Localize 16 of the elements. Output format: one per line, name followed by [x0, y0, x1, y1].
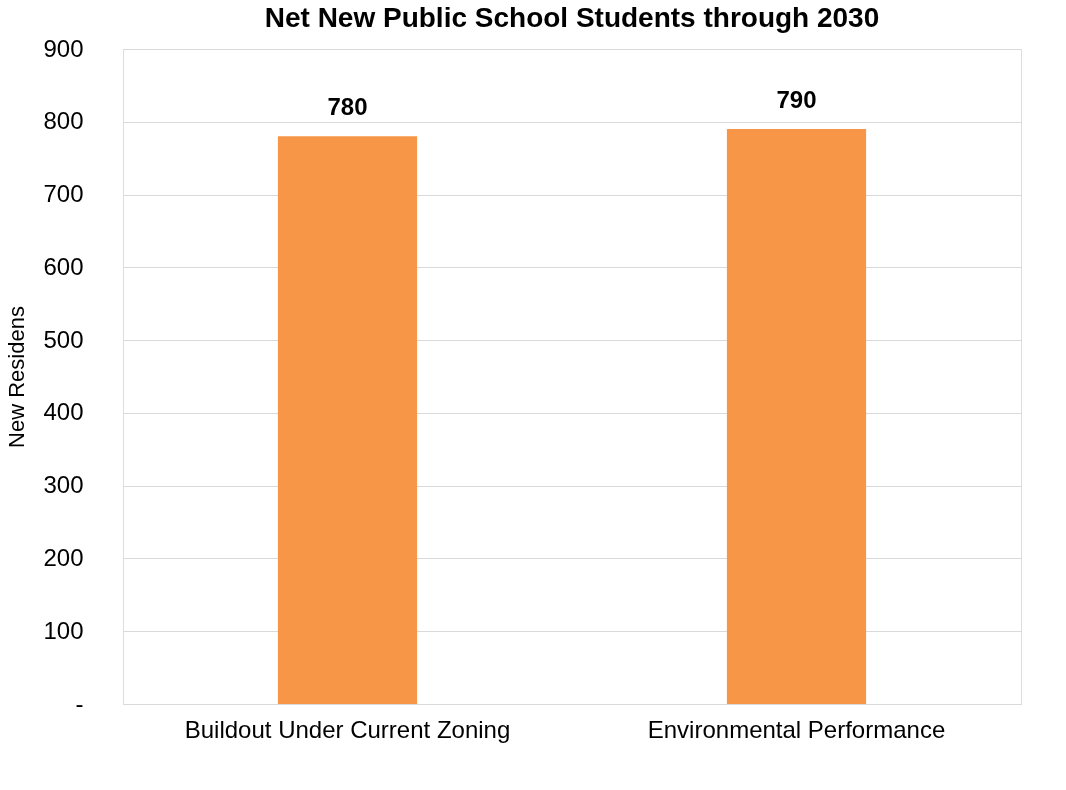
y-tick-label: 700 [43, 180, 84, 208]
y-tick-label: 100 [43, 616, 84, 644]
y-tick-label: 200 [43, 543, 84, 571]
y-tick-label: 900 [43, 34, 84, 62]
data-label: 780 [327, 93, 368, 121]
y-axis-title: New Residens [4, 306, 30, 448]
y-tick-label: - [75, 689, 84, 717]
y-tick-label: 400 [43, 398, 84, 426]
y-tick-label: 600 [43, 252, 84, 280]
y-tick-label: 500 [43, 325, 84, 353]
chart-title: Net New Public School Students through 2030 [264, 2, 880, 33]
x-tick-label: Buildout Under Current Zoning [184, 715, 511, 743]
data-label: 790 [776, 86, 817, 114]
x-tick-label: Environmental Performance [647, 715, 946, 743]
y-tick-label: 800 [43, 107, 84, 135]
y-tick-label: 300 [43, 471, 84, 499]
